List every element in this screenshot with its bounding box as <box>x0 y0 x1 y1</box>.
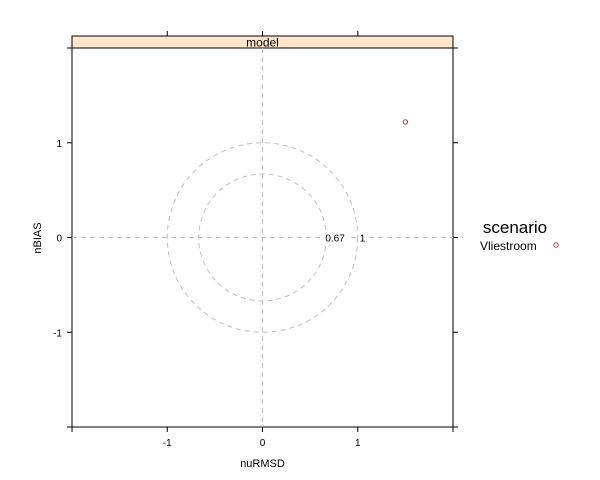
y-axis-title: nBIAS <box>32 222 44 253</box>
axis-ticks: -1 0 1 -1 0 1 <box>53 31 458 449</box>
x-tick-label: -1 <box>163 438 172 449</box>
data-point-vliestroom <box>403 120 407 124</box>
reference-layer: 0.67 1 <box>72 48 453 427</box>
panel-strip-label: model <box>246 36 279 50</box>
x-tick-label: 1 <box>355 438 361 449</box>
y-tick-label: 0 <box>56 234 62 245</box>
legend: scenario Vliestroom <box>480 218 558 253</box>
legend-marker <box>554 243 558 247</box>
legend-entry-label: Vliestroom <box>480 239 537 253</box>
reference-circle-label: 0.67 <box>325 234 345 245</box>
y-tick-label: -1 <box>53 328 62 339</box>
y-tick-label: 1 <box>56 139 62 150</box>
x-axis-title: nuRMSD <box>240 458 285 470</box>
data-points <box>403 120 407 124</box>
legend-title: scenario <box>483 218 547 237</box>
reference-circle-label: 1 <box>360 234 366 245</box>
x-tick-label: 0 <box>260 438 266 449</box>
